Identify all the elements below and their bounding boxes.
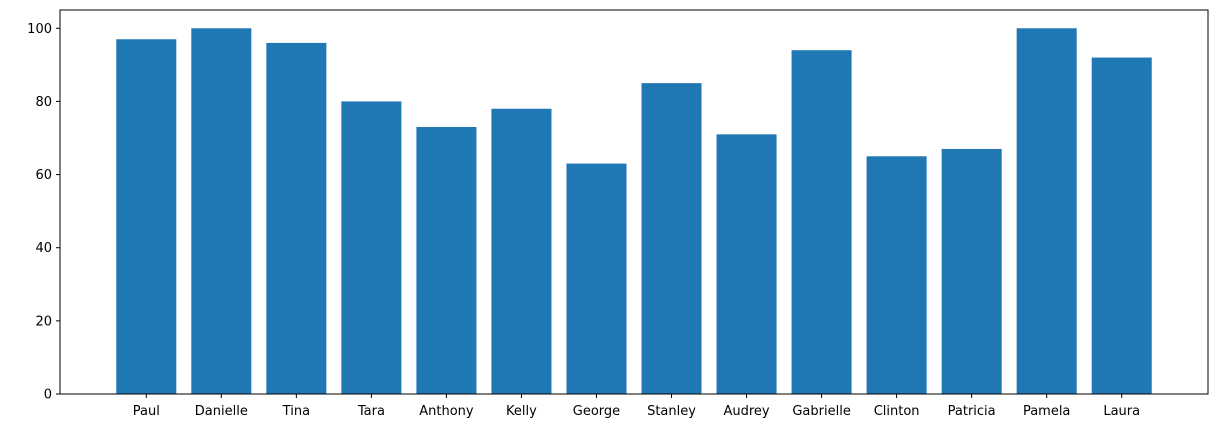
x-tick-label: Tina	[282, 404, 310, 419]
bar-audrey	[716, 134, 777, 395]
bar-anthony	[416, 127, 477, 395]
bar-tara	[341, 101, 402, 394]
bar-george	[566, 163, 627, 394]
bar-danielle	[191, 28, 252, 395]
bar-clinton	[866, 156, 927, 394]
bar-kelly	[491, 108, 552, 394]
bar-patricia	[941, 148, 1002, 394]
y-tick-label: 100	[27, 22, 52, 37]
bar-paul	[116, 39, 177, 394]
x-tick-label: Tara	[357, 404, 385, 419]
bar-stanley	[641, 83, 702, 395]
bar-pamela	[1016, 28, 1077, 395]
plot-frame	[59, 9, 1209, 395]
y-tick-label: 20	[35, 314, 52, 329]
bar-tina	[266, 42, 327, 395]
x-tick-label: Pamela	[1023, 404, 1070, 419]
x-tick-label: Kelly	[506, 404, 537, 419]
x-tick-label: Clinton	[874, 404, 920, 419]
y-tick-label: 60	[35, 168, 52, 183]
x-tick-label: Stanley	[647, 404, 696, 419]
y-tick-label: 40	[35, 241, 52, 256]
x-tick-label: Danielle	[195, 404, 248, 419]
x-tick-label: Gabrielle	[792, 404, 850, 419]
bar-laura	[1091, 57, 1152, 395]
x-tick-label: Audrey	[723, 404, 769, 419]
x-tick-label: Patricia	[948, 404, 996, 419]
bar-gabrielle	[791, 50, 852, 394]
y-axis: 0 20 40 60 80 100	[27, 22, 60, 403]
x-tick-label: Laura	[1103, 404, 1140, 419]
x-tick-label: Anthony	[419, 404, 474, 419]
y-tick-label: 80	[35, 95, 52, 110]
x-axis: Paul Danielle Tina Tara Anthony Kelly George St…	[133, 394, 1140, 419]
y-tick-label: 0	[44, 388, 52, 403]
bars-group	[116, 28, 1152, 395]
x-tick-label: Paul	[133, 404, 160, 419]
x-tick-label: George	[573, 404, 620, 419]
